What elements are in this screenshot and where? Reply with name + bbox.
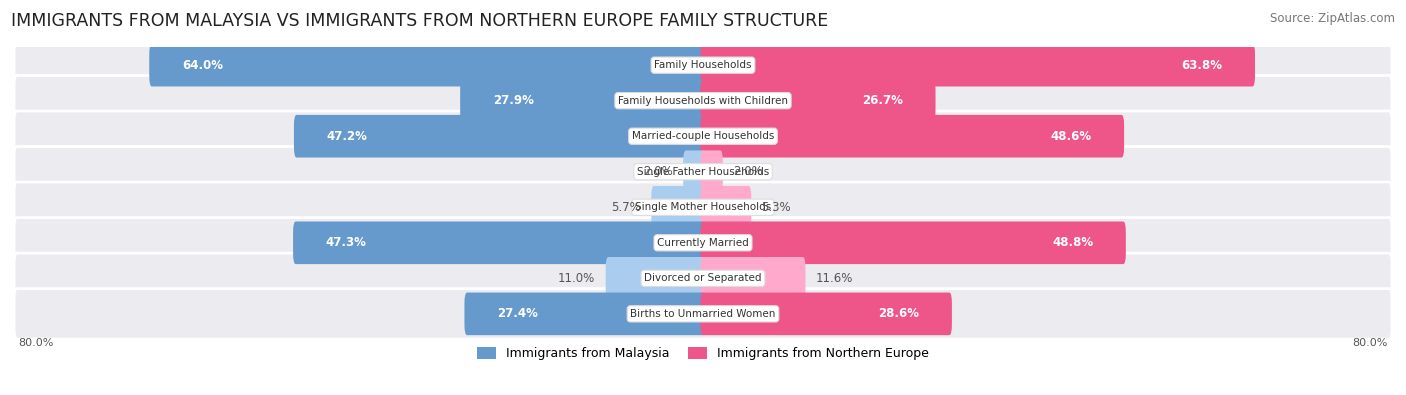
Text: 80.0%: 80.0% [18,338,53,348]
Text: Source: ZipAtlas.com: Source: ZipAtlas.com [1270,12,1395,25]
FancyBboxPatch shape [14,40,1392,90]
Text: Family Households with Children: Family Households with Children [619,96,787,106]
Text: 63.8%: 63.8% [1181,59,1222,71]
FancyBboxPatch shape [700,257,806,300]
Text: 2.0%: 2.0% [733,165,763,178]
Text: 26.7%: 26.7% [862,94,903,107]
Text: 64.0%: 64.0% [181,59,224,71]
FancyBboxPatch shape [14,218,1392,268]
FancyBboxPatch shape [700,115,1125,158]
Text: Single Father Households: Single Father Households [637,167,769,177]
FancyBboxPatch shape [460,79,706,122]
Text: 5.7%: 5.7% [612,201,641,214]
FancyBboxPatch shape [700,186,751,229]
Text: 2.0%: 2.0% [643,165,673,178]
FancyBboxPatch shape [700,150,723,193]
FancyBboxPatch shape [14,253,1392,303]
FancyBboxPatch shape [700,293,952,335]
FancyBboxPatch shape [14,289,1392,339]
Text: 5.3%: 5.3% [762,201,792,214]
Text: Married-couple Households: Married-couple Households [631,131,775,141]
FancyBboxPatch shape [149,44,706,87]
Text: Currently Married: Currently Married [657,238,749,248]
Text: 28.6%: 28.6% [879,307,920,320]
FancyBboxPatch shape [606,257,706,300]
Text: Single Mother Households: Single Mother Households [636,202,770,212]
Text: 80.0%: 80.0% [1353,338,1388,348]
Legend: Immigrants from Malaysia, Immigrants from Northern Europe: Immigrants from Malaysia, Immigrants fro… [472,342,934,365]
Text: 27.4%: 27.4% [498,307,538,320]
FancyBboxPatch shape [14,147,1392,197]
Text: 47.2%: 47.2% [326,130,367,143]
FancyBboxPatch shape [292,222,706,264]
FancyBboxPatch shape [464,293,706,335]
FancyBboxPatch shape [294,115,706,158]
FancyBboxPatch shape [700,79,935,122]
FancyBboxPatch shape [683,150,706,193]
FancyBboxPatch shape [14,182,1392,233]
Text: 47.3%: 47.3% [326,236,367,249]
Text: IMMIGRANTS FROM MALAYSIA VS IMMIGRANTS FROM NORTHERN EUROPE FAMILY STRUCTURE: IMMIGRANTS FROM MALAYSIA VS IMMIGRANTS F… [11,12,828,30]
Text: 11.6%: 11.6% [815,272,853,285]
Text: Family Households: Family Households [654,60,752,70]
FancyBboxPatch shape [700,44,1256,87]
Text: Births to Unmarried Women: Births to Unmarried Women [630,309,776,319]
Text: Divorced or Separated: Divorced or Separated [644,273,762,283]
Text: 11.0%: 11.0% [558,272,595,285]
FancyBboxPatch shape [651,186,706,229]
Text: 48.8%: 48.8% [1052,236,1092,249]
Text: 27.9%: 27.9% [494,94,534,107]
Text: 48.6%: 48.6% [1050,130,1091,143]
FancyBboxPatch shape [700,222,1126,264]
FancyBboxPatch shape [14,75,1392,126]
FancyBboxPatch shape [14,111,1392,162]
